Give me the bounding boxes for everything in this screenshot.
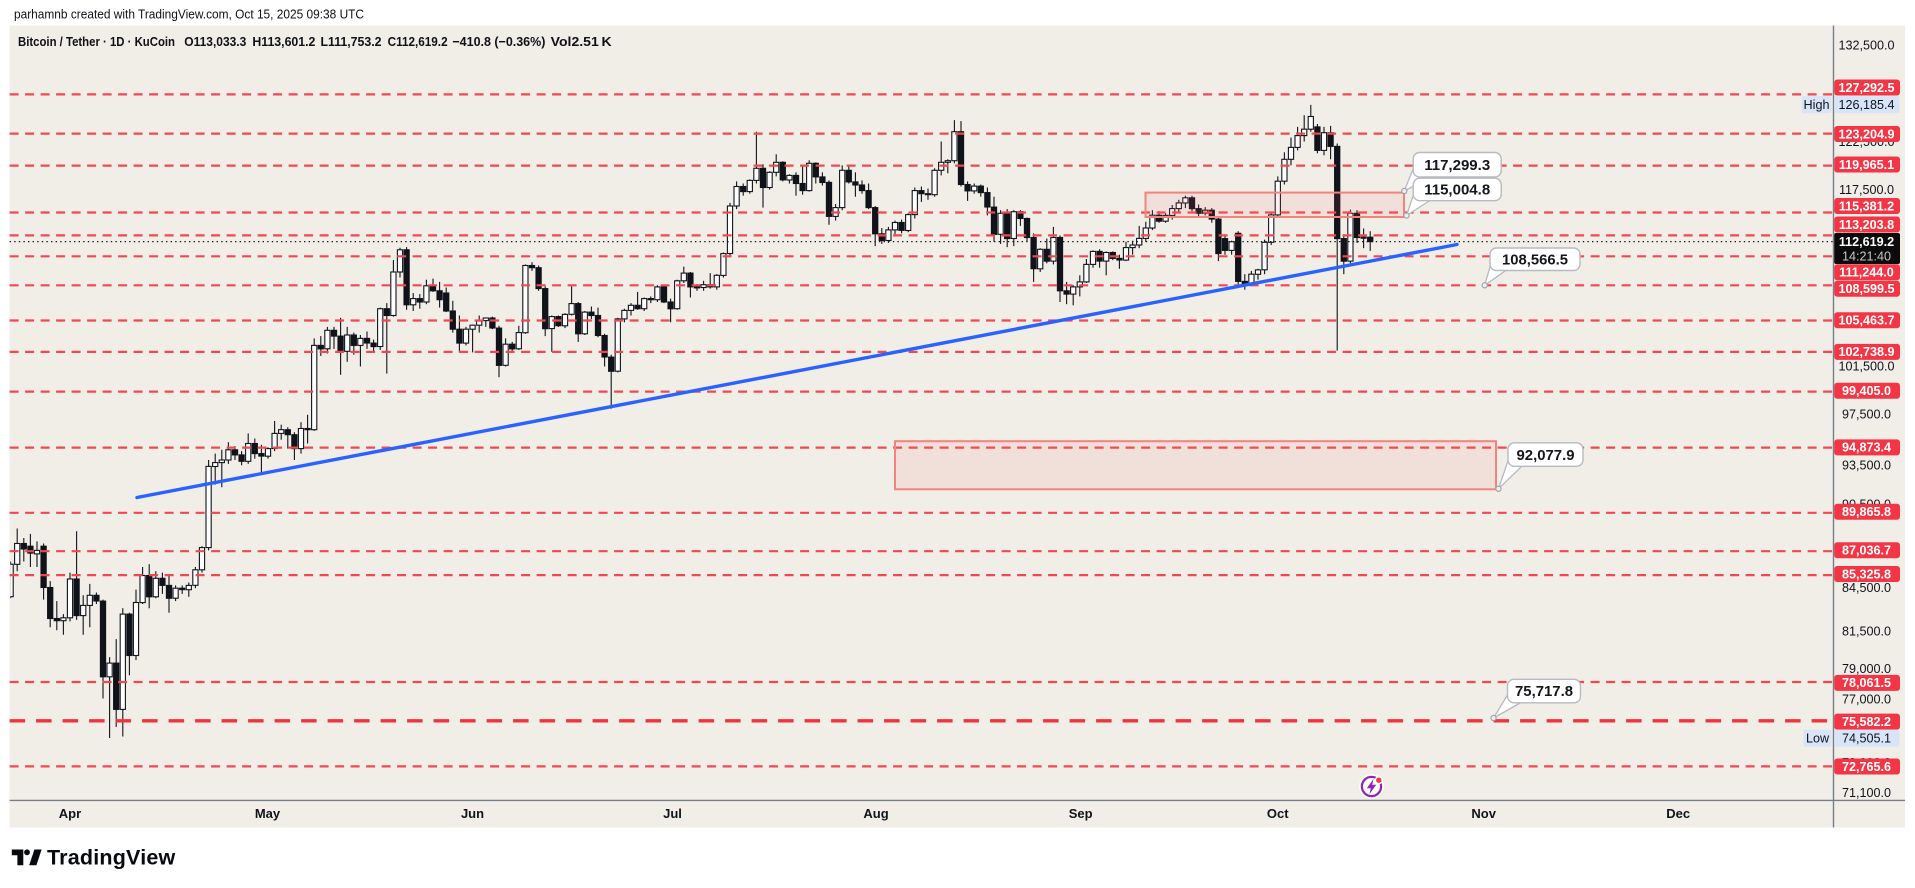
svg-text:127,292.5: 127,292.5	[1838, 81, 1894, 95]
svg-text:72,765.6: 72,765.6	[1842, 760, 1891, 774]
svg-text:112,619.2: 112,619.2	[1839, 235, 1894, 249]
svg-text:71,100.0: 71,100.0	[1842, 786, 1891, 800]
svg-text:Nov: Nov	[1471, 806, 1496, 821]
svg-text:High: High	[1804, 98, 1830, 112]
svg-text:−410.8 (−0.36%): −410.8 (−0.36%)	[452, 34, 545, 49]
svg-text:108,566.5: 108,566.5	[1502, 251, 1568, 268]
svg-text:H113,601.2: H113,601.2	[252, 34, 315, 49]
svg-text:92,077.9: 92,077.9	[1517, 447, 1575, 464]
svg-text:Dec: Dec	[1666, 806, 1690, 821]
svg-text:115,381.2: 115,381.2	[1839, 199, 1894, 213]
svg-text:Vol2.51 K: Vol2.51 K	[551, 34, 612, 49]
svg-text:99,405.0: 99,405.0	[1842, 384, 1891, 398]
svg-text:Sep: Sep	[1069, 806, 1093, 821]
svg-text:97,500.0: 97,500.0	[1842, 407, 1891, 421]
svg-text:126,185.4: 126,185.4	[1838, 98, 1894, 112]
svg-text:94,873.4: 94,873.4	[1842, 441, 1891, 455]
svg-text:C112,619.2: C112,619.2	[388, 34, 448, 49]
svg-text:Aug: Aug	[863, 806, 888, 821]
svg-text:Bitcoin / Tether · 1D · KuCoin: Bitcoin / Tether · 1D · KuCoin	[18, 34, 175, 49]
svg-text:81,500.0: 81,500.0	[1842, 624, 1891, 638]
svg-text:108,599.5: 108,599.5	[1838, 282, 1894, 296]
svg-text:132,500.0: 132,500.0	[1838, 39, 1894, 53]
svg-text:77,000.0: 77,000.0	[1842, 693, 1891, 707]
svg-text:78,061.5: 78,061.5	[1842, 676, 1891, 690]
svg-text:117,500.0: 117,500.0	[1839, 183, 1894, 197]
svg-text:75,717.8: 75,717.8	[1515, 683, 1573, 700]
svg-text:Low: Low	[1806, 732, 1830, 746]
svg-text:123,204.9: 123,204.9	[1838, 127, 1894, 141]
svg-text:87,036.7: 87,036.7	[1842, 544, 1891, 558]
svg-text:parhamnb created with TradingV: parhamnb created with TradingView.com, O…	[14, 7, 364, 22]
svg-text:Jul: Jul	[663, 806, 682, 821]
svg-text:14:21:40: 14:21:40	[1842, 250, 1891, 264]
svg-text:O113,033.3: O113,033.3	[184, 34, 246, 49]
svg-text:117,299.3: 117,299.3	[1424, 157, 1490, 174]
svg-text:May: May	[255, 806, 281, 821]
svg-text:74,505.1: 74,505.1	[1842, 732, 1891, 746]
svg-text:84,500.0: 84,500.0	[1842, 581, 1891, 595]
svg-text:101,500.0: 101,500.0	[1838, 360, 1894, 374]
svg-text:93,500.0: 93,500.0	[1842, 459, 1891, 473]
svg-text:85,325.8: 85,325.8	[1842, 567, 1891, 581]
svg-text:75,582.2: 75,582.2	[1842, 715, 1891, 729]
svg-text:119,965.1: 119,965.1	[1839, 158, 1894, 172]
svg-text:89,865.8: 89,865.8	[1842, 505, 1891, 519]
svg-text:102,738.9: 102,738.9	[1838, 345, 1894, 359]
svg-text:L111,753.2: L111,753.2	[321, 34, 382, 49]
svg-text:111,244.0: 111,244.0	[1839, 266, 1894, 280]
svg-text:Oct: Oct	[1267, 806, 1289, 821]
svg-text:115,004.8: 115,004.8	[1424, 182, 1490, 199]
svg-text:Apr: Apr	[59, 806, 81, 821]
svg-text:113,203.8: 113,203.8	[1839, 218, 1894, 232]
svg-text:79,000.0: 79,000.0	[1842, 662, 1891, 676]
svg-text:TradingView: TradingView	[47, 846, 176, 870]
svg-text:Jun: Jun	[461, 806, 484, 821]
svg-text:105,463.7: 105,463.7	[1838, 314, 1894, 328]
